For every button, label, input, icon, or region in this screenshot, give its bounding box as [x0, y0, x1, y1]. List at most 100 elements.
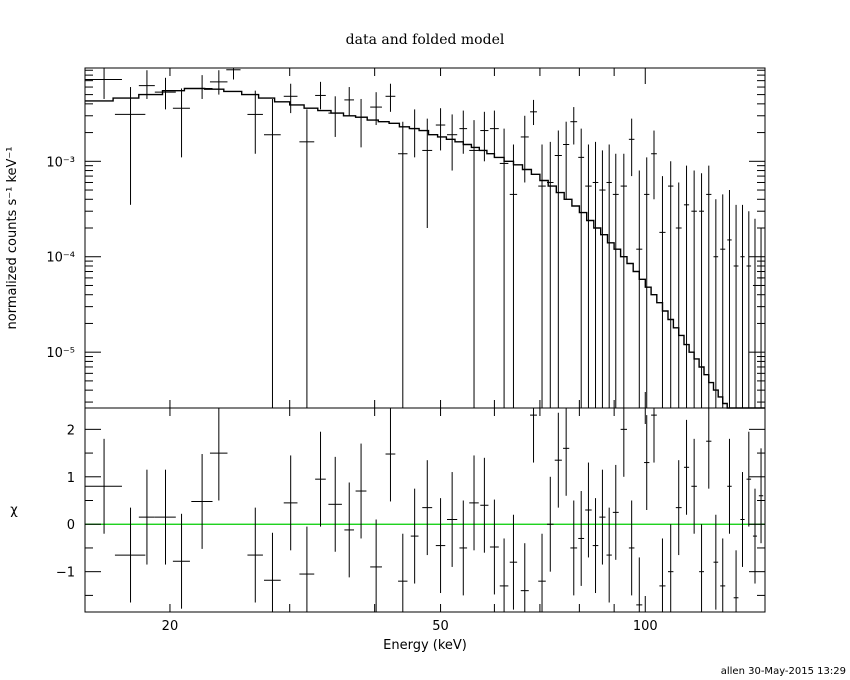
data-point: [659, 176, 666, 408]
residual-point: [538, 533, 546, 612]
residual-plot-frame: [84, 407, 766, 613]
residual-point: [385, 408, 396, 502]
data-point: [489, 110, 499, 158]
model-step-curve: [85, 87, 765, 409]
residual-point: [554, 412, 562, 508]
residual-point: [592, 498, 599, 594]
residual-point: [651, 408, 657, 463]
residual-point: [675, 460, 682, 556]
chart-title: data and folded model: [346, 32, 505, 48]
data-point: [247, 90, 263, 154]
residual-y-axis-label: χ: [10, 503, 18, 518]
residual-point: [563, 408, 570, 496]
residual-point: [410, 488, 419, 584]
residual-panel: −1 0 1 2 20 50 100 χ Energy (keV): [10, 407, 766, 653]
data-point: [226, 68, 241, 80]
y-tick-label: 10⁻⁵: [46, 346, 75, 361]
residual-point: [489, 499, 499, 595]
data-point: [499, 128, 509, 408]
data-point: [720, 194, 726, 408]
spectrum-ticks-group: 10⁻³ 10⁻⁴ 10⁻⁵: [46, 68, 765, 408]
data-point: [172, 88, 190, 158]
data-point: [480, 111, 489, 162]
residual-point: [520, 543, 529, 612]
residual-point: [585, 462, 592, 558]
data-point: [554, 130, 562, 408]
residual-point: [509, 514, 518, 610]
data-point: [355, 98, 367, 148]
data-point: [530, 99, 537, 126]
model-curve-group: [85, 87, 765, 409]
residual-point: [667, 524, 674, 612]
data-point: [691, 170, 697, 408]
spectrum-panel: 10⁻³ 10⁻⁴ 10⁻⁵ normalized counts s⁻¹ keV⁻¹: [5, 67, 766, 409]
data-point: [675, 182, 682, 408]
data-point: [606, 144, 612, 408]
data-point: [651, 130, 657, 200]
data-point: [746, 211, 752, 408]
data-point: [538, 144, 546, 408]
residual-points-group: [85, 408, 764, 612]
residual-point: [740, 472, 745, 567]
data-point: [398, 121, 408, 408]
residual-point: [578, 491, 585, 586]
data-point: [315, 81, 326, 110]
data-point: [459, 110, 468, 154]
data-point: [683, 165, 690, 408]
residual-point: [247, 507, 263, 603]
data-point: [620, 153, 627, 408]
residual-point: [446, 472, 458, 567]
data-point: [599, 150, 606, 408]
data-point: [385, 83, 396, 112]
residual-point: [191, 454, 213, 549]
data-point: [114, 87, 146, 205]
data-point: [644, 157, 650, 408]
residual-point: [355, 443, 367, 539]
residual-point: [459, 500, 468, 596]
data-point: [264, 98, 281, 408]
data-point: [299, 109, 315, 408]
residual-point: [727, 438, 732, 534]
residual-point: [606, 507, 612, 603]
residual-point: [644, 415, 650, 510]
residual-point: [480, 457, 489, 553]
residual-y-tick-label: 2: [67, 423, 75, 438]
residual-point: [299, 526, 315, 612]
data-point: [706, 165, 712, 408]
spectrum-y-axis-label: normalized counts s⁻¹ keV⁻¹: [5, 147, 20, 330]
residual-point: [547, 476, 554, 572]
residual-ticks-group: −1 0 1 2 20 50 100: [56, 408, 765, 634]
residual-point: [733, 550, 739, 612]
residual-point: [659, 538, 666, 612]
residual-point: [713, 514, 719, 610]
data-point: [410, 109, 419, 158]
data-point: [469, 120, 479, 408]
data-point: [85, 68, 122, 99]
residual-y-tick-label: −1: [56, 566, 75, 581]
data-point: [283, 83, 298, 114]
residual-point: [599, 469, 606, 565]
residual-point: [628, 500, 635, 596]
residual-point: [746, 431, 752, 527]
footer-text: allen 30-May-2015 13:29: [721, 666, 846, 677]
residual-point: [691, 438, 697, 534]
residual-point: [138, 469, 155, 565]
data-point: [585, 144, 592, 408]
residual-point: [85, 438, 122, 534]
data-point: [699, 173, 704, 408]
residual-point: [570, 500, 578, 596]
spectrum-plot-frame: [84, 67, 766, 409]
residual-point: [398, 533, 408, 612]
data-point: [727, 190, 732, 408]
data-point: [570, 107, 578, 145]
data-point: [578, 128, 585, 408]
residual-point: [264, 532, 281, 612]
residual-point: [328, 456, 342, 552]
residual-point: [720, 538, 726, 612]
residual-point: [706, 408, 712, 489]
data-point: [328, 96, 342, 137]
residual-point: [499, 538, 509, 612]
data-point: [138, 70, 155, 99]
residual-y-tick-label: 1: [67, 471, 75, 486]
